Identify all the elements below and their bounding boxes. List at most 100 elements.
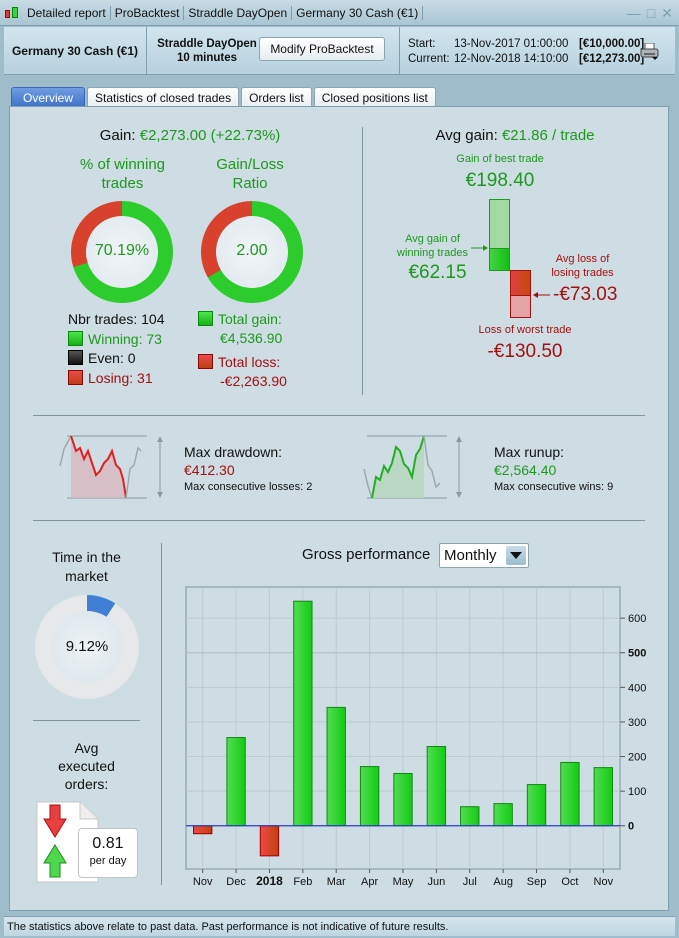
x-tick-label: Nov	[193, 876, 213, 888]
time-market-title-line: market	[65, 568, 108, 584]
y-tick-label: 300	[628, 717, 646, 729]
strategy-timeframe: 10 minutes	[176, 52, 238, 64]
y-tick-label: 400	[628, 682, 646, 694]
winning-title-line: % of winning	[79, 156, 166, 173]
total-gain-swatch	[198, 311, 213, 326]
backtest-dates: Start: 13-Nov-2017 01:00:00 [€10,000.00]…	[408, 37, 644, 67]
bar-positive	[326, 706, 346, 827]
bar-positive	[560, 761, 580, 827]
current-date: 12-Nov-2018 14:10:00	[454, 53, 569, 65]
printer-icon[interactable]	[640, 43, 660, 61]
best-trade-value: €198.40	[465, 170, 535, 191]
maximize-icon[interactable]: □	[646, 5, 656, 21]
section-divider	[33, 520, 645, 521]
bar-positive	[293, 600, 313, 827]
bar-positive	[426, 746, 447, 827]
modify-probacktest-button[interactable]: Modify ProBacktest	[259, 37, 385, 61]
gain-loss-totals: Total gain: €4,536.90 Total loss: -€2,26…	[198, 310, 287, 391]
avg-win-bar	[489, 248, 510, 271]
avg-orders-value: 0.81	[92, 835, 124, 852]
winning-pct-value: 70.19%	[94, 242, 150, 259]
winning-title-line: trades	[101, 175, 144, 192]
disclaimer-text: The statistics above relate to past data…	[7, 920, 449, 933]
candlestick-logo-icon	[4, 5, 20, 21]
avg-loss-value: -€73.03	[553, 284, 618, 305]
y-tick-label: 100	[628, 786, 646, 798]
total-gain-label: Total gain:	[218, 311, 282, 327]
arrow-right-icon	[471, 245, 488, 251]
up-arrow-icon	[43, 844, 67, 878]
best-trade-label: Gain of best trade	[456, 153, 544, 165]
avg-orders-title-line: Avg	[74, 740, 99, 756]
ratio-title-line: Ratio	[232, 175, 268, 192]
worst-trade-value: -€130.50	[487, 341, 563, 362]
drawdown-value: €412.30	[184, 462, 235, 478]
bar-positive	[493, 803, 513, 827]
x-tick-label: Feb	[293, 876, 312, 888]
avg-executed-orders-title: Avg executed orders:	[33, 739, 140, 793]
start-date: 13-Nov-2017 01:00:00	[454, 38, 569, 50]
avg-orders-title-line: orders:	[64, 776, 109, 792]
donut-center	[86, 216, 158, 288]
gain-summary: Gain: €2,273.00 (+22.73%)	[40, 127, 340, 144]
down-arrow-icon	[43, 804, 67, 838]
tab-orders-list[interactable]: Orders list	[241, 87, 312, 107]
current-capital: [€12,273.00]	[579, 53, 645, 65]
avg-gain-summary: Avg gain: €21.86 / trade	[370, 127, 660, 144]
current-label: Current:	[408, 53, 450, 65]
runup-sparkline	[363, 435, 462, 499]
x-tick-label: Dec	[226, 876, 246, 888]
x-tick-label: Jun	[428, 876, 446, 888]
arrow-left-icon	[533, 292, 550, 298]
x-tick-label: Sep	[527, 876, 547, 888]
avg-win-value: €62.15	[408, 262, 467, 283]
title-segment: Germany 30 Cash (€1)	[292, 5, 424, 20]
chevron-down-icon[interactable]	[506, 546, 526, 565]
y-tick-label: 500	[628, 648, 646, 660]
ratio-title-line: Gain/Loss	[216, 156, 284, 173]
gain-loss-ratio-title: Gain/Loss Ratio	[185, 155, 315, 193]
trade-counts: Nbr trades: 104 Winning: 73 Even: 0 Losi…	[68, 310, 165, 388]
losing-count: Losing: 31	[88, 369, 153, 386]
avg-loss-label: Avg loss of losing trades	[545, 252, 620, 280]
gross-performance-chart: 0 100 200 300 400 500 600 Nov Dec 2018 Feb Mar Apr M…	[185, 586, 646, 888]
tab-closed-positions-list[interactable]: Closed positions list	[313, 87, 436, 107]
donut-center	[216, 216, 288, 288]
y-tick-label: 600	[628, 613, 646, 625]
avg-gain-value: €21.86 / trade	[501, 127, 595, 144]
close-icon[interactable]: ✕	[661, 5, 673, 21]
total-loss-label: Total loss:	[218, 354, 281, 370]
x-tick-label: Apr	[361, 876, 378, 888]
drawdown-sparkline	[59, 435, 163, 499]
total-loss-value: -€2,263.90	[220, 373, 287, 389]
period-select[interactable]: Monthly	[439, 543, 529, 568]
tab-statistics-closed-trades[interactable]: Statistics of closed trades	[87, 87, 240, 107]
bar-positive	[593, 767, 613, 827]
losing-legend-swatch	[68, 369, 83, 385]
minimize-icon[interactable]: —	[626, 5, 641, 21]
bar-positive	[393, 773, 413, 827]
bar-positive	[460, 806, 480, 827]
avg-win-label-line: Avg gain of	[405, 233, 460, 245]
even-count: Even: 0	[88, 350, 136, 366]
time-market-title-line: Time in the	[52, 549, 121, 565]
divider	[399, 27, 400, 75]
title-segment: ProBacktest	[111, 5, 185, 20]
max-consecutive-losses: Max consecutive losses: 2	[184, 481, 313, 493]
tab-overview[interactable]: Overview	[11, 87, 86, 107]
status-bar: The statistics above relate to past data…	[4, 916, 675, 936]
gain-value: €2,273.00 (+22.73%)	[139, 127, 281, 144]
avg-loss-label-line: Avg loss of	[555, 253, 610, 265]
x-tick-label: Oct	[561, 876, 578, 888]
instrument-name: Germany 30 Cash (€1)	[4, 27, 147, 75]
x-tick-label: Jul	[463, 876, 477, 888]
y-tick-label: 0	[628, 821, 634, 833]
strategy-info: Straddle DayOpen 10 minutes	[156, 37, 258, 65]
bar-positive	[526, 784, 547, 827]
strategy-name: Straddle DayOpen	[157, 38, 257, 50]
even-legend-swatch	[68, 350, 83, 365]
avg-loss-label-line: losing trades	[551, 267, 614, 279]
runup-value: €2,564.40	[494, 462, 557, 478]
avg-win-label: Avg gain of winning trades	[395, 232, 470, 260]
bar-positive	[226, 737, 246, 827]
